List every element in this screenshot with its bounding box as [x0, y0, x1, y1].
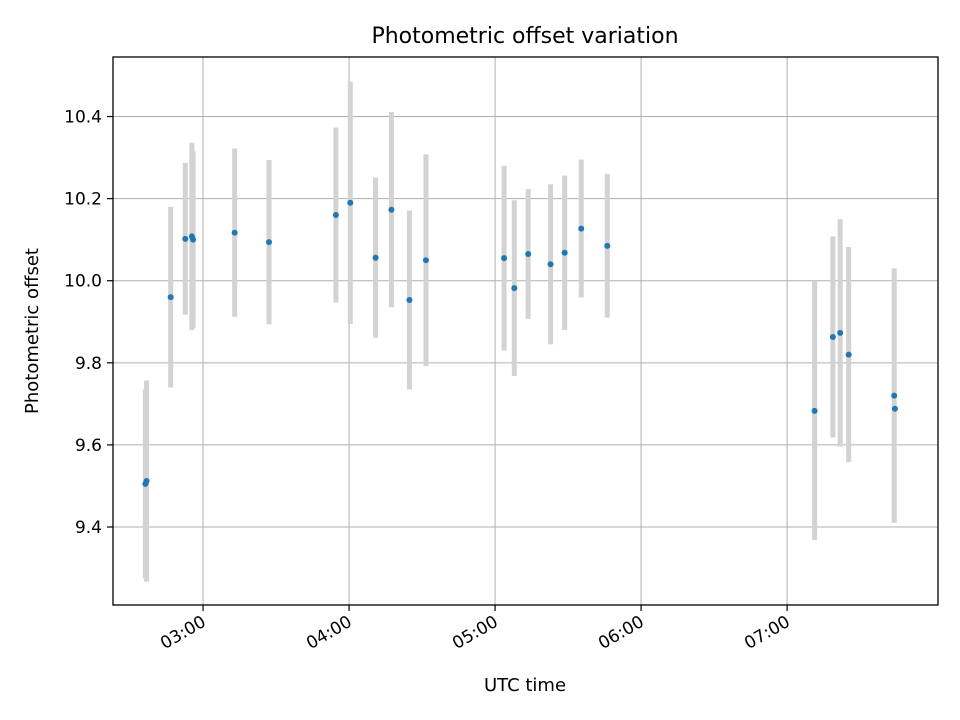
y-tick-label: 9.4	[75, 518, 102, 538]
x-tick-label: 03:00	[157, 612, 209, 654]
data-point	[837, 329, 844, 336]
x-axis-ticks: 03:00 04:00 05:00 06:00 07:00	[157, 605, 794, 654]
data-point	[525, 251, 532, 258]
y-tick-label: 9.8	[75, 354, 102, 374]
data-point	[372, 254, 379, 261]
data-point	[167, 294, 174, 301]
chart-title: Photometric offset variation	[371, 24, 678, 49]
data-points	[142, 199, 898, 487]
grid	[113, 57, 938, 605]
data-point	[347, 199, 354, 206]
data-point	[332, 212, 339, 219]
data-point	[501, 255, 508, 262]
data-point	[578, 225, 585, 232]
x-tick-label: 06:00	[595, 612, 647, 654]
data-point	[265, 239, 272, 246]
data-point	[891, 405, 898, 412]
data-point	[231, 229, 238, 236]
x-axis-label: UTC time	[484, 675, 566, 696]
x-tick-label: 05:00	[449, 612, 501, 654]
plot-frame	[112, 56, 939, 606]
data-point	[547, 261, 554, 268]
y-tick-label: 10.4	[64, 108, 102, 128]
data-point	[811, 407, 818, 414]
y-tick-label: 10.2	[64, 190, 102, 210]
data-point	[511, 285, 518, 292]
data-point	[561, 249, 568, 256]
data-point	[388, 206, 395, 213]
data-point	[422, 257, 429, 264]
data-point	[406, 297, 413, 304]
x-tick-label: 07:00	[741, 612, 793, 654]
y-tick-label: 9.6	[75, 436, 102, 456]
data-point	[182, 235, 189, 242]
data-point	[190, 236, 197, 243]
y-tick-label: 10.0	[64, 272, 102, 292]
data-point	[143, 478, 150, 485]
data-point	[604, 242, 611, 249]
data-point	[845, 351, 852, 358]
data-point	[891, 392, 898, 399]
y-axis-label: Photometric offset	[22, 248, 43, 414]
y-axis-ticks: 9.4 9.6 9.8 10.0 10.2 10.4	[64, 108, 113, 538]
x-tick-label: 04:00	[303, 612, 355, 654]
error-bars	[142, 81, 897, 582]
data-point	[829, 333, 836, 340]
